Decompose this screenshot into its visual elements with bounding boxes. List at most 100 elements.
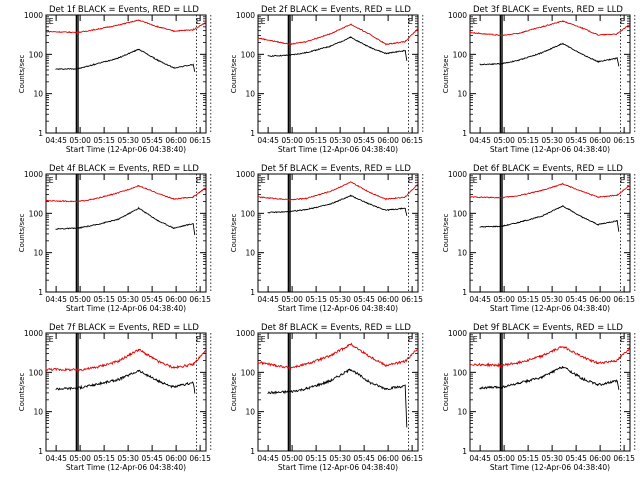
x-tick-label: 05:45 <box>141 136 163 145</box>
lld-series-line <box>45 185 207 203</box>
x-tick-label: 05:45 <box>565 295 587 304</box>
plot-frame <box>45 14 207 134</box>
y-axis-label: Counts/sec <box>18 373 26 412</box>
events-series-line <box>479 365 620 390</box>
y-tick-label: 100 <box>29 209 44 218</box>
flag-label: E <box>620 176 625 185</box>
flag-label: E <box>408 176 413 185</box>
y-axis-label: Counts/sec <box>230 55 238 94</box>
lld-series-line <box>46 19 207 35</box>
y-axis-label: Counts/sec <box>18 55 26 94</box>
x-tick-label: 05:15 <box>305 136 327 145</box>
x-tick-label: 05:00 <box>69 136 91 145</box>
y-tick-label: 10 <box>457 90 467 99</box>
y-tick-label: 1000 <box>448 329 467 338</box>
x-tick-label: 05:30 <box>329 295 351 304</box>
x-tick-label: 05:45 <box>353 454 375 463</box>
flag-label: E <box>620 17 625 26</box>
y-tick-label: 1 <box>250 129 255 138</box>
x-tick-label: 05:15 <box>93 136 115 145</box>
y-tick-label: 10 <box>245 249 255 258</box>
flag-label: E <box>196 17 201 26</box>
y-tick-label: 100 <box>453 209 468 218</box>
x-tick-label: 05:45 <box>141 295 163 304</box>
x-tick-label: 06:15 <box>401 295 423 304</box>
x-tick-label: 04:45 <box>257 454 279 463</box>
x-tick-label: 04:45 <box>469 295 491 304</box>
y-tick-label: 10 <box>33 249 43 258</box>
plot-frame <box>469 173 631 293</box>
y-axis-label: Counts/sec <box>230 214 238 253</box>
events-series-line <box>55 206 196 236</box>
flag-label: E <box>620 335 625 344</box>
x-tick-label: 06:15 <box>613 136 635 145</box>
plot-frame <box>45 332 207 452</box>
y-tick-label: 1 <box>250 288 255 297</box>
x-tick-label: 05:30 <box>329 136 351 145</box>
events-series-line <box>267 368 408 428</box>
y-tick-label: 10 <box>245 408 255 417</box>
detector-panel-2: Det 2f BLACK = Events, RED = LLD 1 10 100 10… <box>230 5 424 154</box>
x-tick-label: 06:00 <box>165 454 187 463</box>
x-tick-label: 04:45 <box>45 454 67 463</box>
x-tick-label: 06:00 <box>589 295 611 304</box>
detector-panel-1: Det 1f BLACK = Events, RED = LLD 1 10 100 10… <box>18 5 212 154</box>
events-series-line <box>55 48 196 72</box>
panel-title: Det 4f BLACK = Events, RED = LLD <box>49 164 199 174</box>
y-tick-label: 100 <box>241 50 256 59</box>
x-axis-label: Start Time (12-Apr-06 04:38:40) <box>490 463 610 472</box>
y-tick-label: 100 <box>29 50 44 59</box>
x-tick-label: 05:00 <box>493 454 515 463</box>
x-tick-label: 05:15 <box>517 454 539 463</box>
flag-label: E <box>261 176 266 185</box>
events-series-line <box>267 194 408 216</box>
x-tick-label: 06:15 <box>189 454 211 463</box>
panel-title: Det 9f BLACK = Events, RED = LLD <box>473 323 623 333</box>
y-tick-label: 10 <box>457 408 467 417</box>
panel-title: Det 6f BLACK = Events, RED = LLD <box>473 164 623 174</box>
x-tick-label: 05:30 <box>541 136 563 145</box>
x-axis-label: Start Time (12-Apr-06 04:38:40) <box>278 145 398 154</box>
y-tick-label: 1 <box>462 129 467 138</box>
y-tick-label: 100 <box>241 368 256 377</box>
x-tick-label: 06:15 <box>189 136 211 145</box>
y-tick-label: 1000 <box>236 329 255 338</box>
events-series-line <box>479 204 620 232</box>
panel-title: Det 1f BLACK = Events, RED = LLD <box>49 5 199 15</box>
y-axis-label: Counts/sec <box>442 214 450 253</box>
y-tick-label: 10 <box>245 90 255 99</box>
plot-frame <box>257 332 419 452</box>
x-tick-label: 05:00 <box>281 136 303 145</box>
x-tick-label: 05:15 <box>93 295 115 304</box>
y-tick-label: 100 <box>241 209 256 218</box>
y-axis-label: Counts/sec <box>18 214 26 253</box>
x-tick-label: 05:00 <box>493 136 515 145</box>
y-tick-label: 100 <box>453 368 468 377</box>
lld-series-line <box>257 342 419 370</box>
x-tick-label: 05:30 <box>541 454 563 463</box>
y-tick-label: 1000 <box>24 11 43 20</box>
flag-label: E <box>408 335 413 344</box>
x-tick-label: 05:15 <box>305 454 327 463</box>
panel-title: Det 2f BLACK = Events, RED = LLD <box>261 5 411 15</box>
detector-panel-4: Det 4f BLACK = Events, RED = LLD 1 10 100 10… <box>18 164 212 313</box>
lld-series-line <box>45 348 207 372</box>
x-tick-label: 05:45 <box>353 295 375 304</box>
x-tick-label: 05:30 <box>329 454 351 463</box>
panel-title: Det 5f BLACK = Events, RED = LLD <box>261 164 411 174</box>
detector-panel-3: Det 3f BLACK = Events, RED = LLD 1 10 100 10… <box>442 5 636 154</box>
flag-label: E <box>49 176 54 185</box>
x-tick-label: 05:45 <box>565 136 587 145</box>
x-tick-label: 06:15 <box>401 136 423 145</box>
x-tick-label: 05:15 <box>305 295 327 304</box>
y-tick-label: 10 <box>33 408 43 417</box>
x-tick-label: 06:00 <box>165 295 187 304</box>
x-tick-label: 04:45 <box>45 136 67 145</box>
y-tick-label: 1000 <box>448 170 467 179</box>
y-tick-label: 1000 <box>24 329 43 338</box>
y-tick-label: 1000 <box>236 170 255 179</box>
events-series-line <box>55 369 196 394</box>
y-tick-label: 1 <box>462 288 467 297</box>
x-tick-label: 05:00 <box>69 295 91 304</box>
